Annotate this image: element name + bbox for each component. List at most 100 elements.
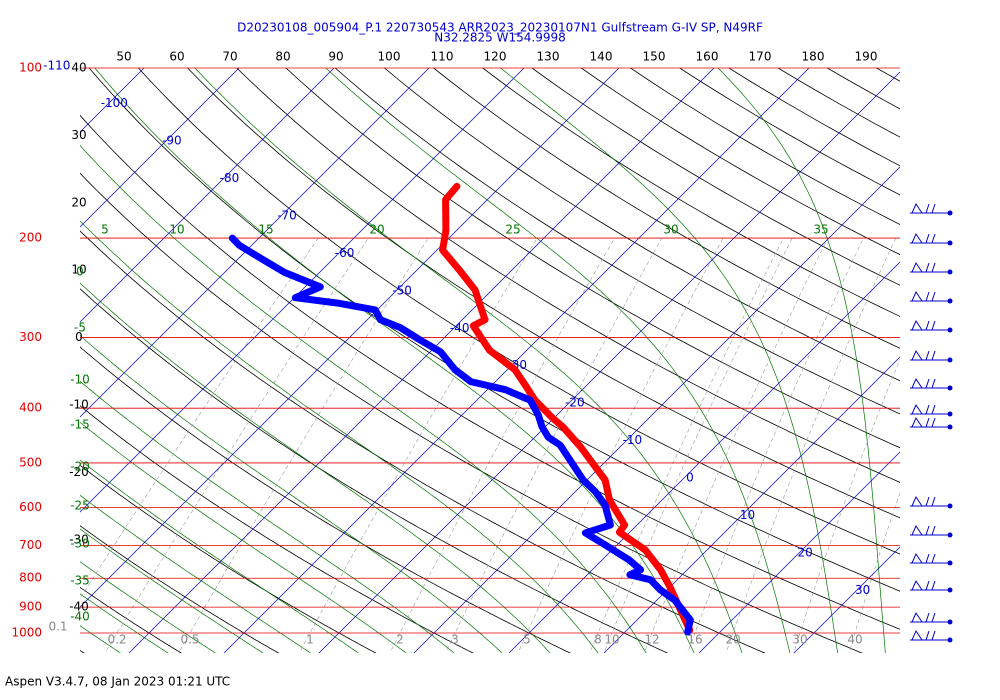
moist-adiabat: [0, 42, 78, 656]
dry-adiabat: [826, 68, 900, 110]
pressure-label: 300: [19, 330, 42, 344]
moist-adiabat: [500, 68, 838, 653]
dry-adiabat: [432, 68, 900, 349]
wind-barb-station: [947, 327, 953, 333]
dry-adiabat: [383, 68, 900, 382]
isotherm-label: -40: [450, 321, 470, 335]
wind-barb-flag: [911, 319, 936, 331]
mixing-ratio-label: 3: [451, 633, 459, 647]
moist-adiabat: [80, 593, 169, 653]
mixing-ratio-label: 5: [523, 633, 531, 647]
dry-adiabat: [80, 114, 900, 630]
moist-adiabat: [893, 42, 933, 656]
mixing-ratio-label: 0.5: [180, 633, 199, 647]
wind-barb-station: [947, 357, 953, 363]
theta-label: 180: [802, 50, 825, 64]
moist-adiabat: [80, 625, 122, 653]
theta-label: 120: [484, 50, 507, 64]
moist-adiabat: [80, 494, 312, 653]
moist-label: 35: [813, 223, 828, 237]
mixing-ratio-line: [298, 237, 538, 653]
isotherm: [80, 68, 145, 133]
pressure-label: 700: [19, 538, 42, 552]
dry-adiabat: [880, 42, 1000, 656]
wind-barb-flag: [911, 524, 936, 536]
isotherm: [793, 546, 900, 653]
mixing-ratio-line: [80, 237, 319, 599]
left-label: 30: [71, 128, 86, 142]
isotherm-label: -80: [220, 171, 240, 185]
mixing-ratio-label: 10: [604, 633, 619, 647]
moist-adiabat: [80, 528, 264, 653]
moist-adiabat: [80, 282, 551, 653]
moist-adiabat: [717, 68, 886, 653]
moist-adiabat: [194, 68, 743, 653]
wind-barb-station: [947, 210, 953, 216]
moist-label: 15: [258, 223, 273, 237]
moist-adiabat: [80, 561, 217, 653]
isotherm-label: -20: [565, 396, 585, 410]
mixing-ratio-label: 20: [725, 633, 740, 647]
isotherm-label: 10: [740, 508, 755, 522]
isotherm: [0, 68, 49, 653]
theta-label: 50: [116, 50, 131, 64]
theta-label: 70: [222, 50, 237, 64]
theta-label: 170: [749, 50, 772, 64]
theta-label: 110: [431, 50, 454, 64]
isotherm: [223, 68, 810, 653]
moist-label: -5: [74, 321, 86, 335]
wind-barb-flag: [911, 377, 936, 389]
footer: Aspen V3.4.7, 08 Jan 2023 01:21 UTC: [5, 675, 230, 689]
mixing-ratio-line: [517, 237, 724, 653]
wind-barb-flag: [911, 232, 936, 244]
moist-adiabat: [80, 220, 599, 653]
pressure-label: 500: [19, 455, 42, 469]
isotherm: [80, 68, 430, 418]
wind-barb-flag: [911, 290, 936, 302]
wind-barb-station: [947, 587, 953, 593]
mixing-ratio-label: 40: [847, 633, 862, 647]
theta-label: 190: [855, 50, 878, 64]
mixing-ratio-label: 1: [306, 633, 314, 647]
wind-barb-station: [947, 385, 953, 391]
moist-label: 5: [101, 223, 109, 237]
mixing-ratio-label: 2: [396, 633, 404, 647]
wind-barb-station: [947, 637, 953, 643]
wind-barb-flag: [911, 579, 936, 591]
wind-barb-flag: [911, 261, 936, 273]
isotherm: [318, 71, 900, 653]
mixing-ratio-line: [445, 237, 663, 653]
dry-adiabat: [236, 68, 900, 483]
pressure-label: 600: [19, 500, 42, 514]
dry-adiabat: [88, 68, 900, 592]
isotherm-label: 20: [797, 545, 812, 559]
isotherm-label: -110: [43, 59, 70, 73]
moist-adiabat: [325, 68, 791, 653]
pressure-label: 900: [19, 600, 42, 614]
dry-adiabat: [875, 68, 900, 82]
dry-adiabat: [285, 68, 900, 449]
left-label: 40: [71, 61, 86, 75]
moist-adiabat: [80, 144, 647, 653]
isotherm-label: -70: [277, 208, 297, 222]
wind-barb-flag: [911, 495, 936, 507]
mixing-ratio-line: [725, 237, 896, 653]
moist-adiabat: [80, 421, 407, 653]
theta-label: 80: [275, 50, 290, 64]
mixing-ratio-label: 30: [792, 633, 807, 647]
isotherm: [508, 261, 900, 653]
left-label: -30: [69, 532, 89, 546]
isotherm-label: -60: [335, 246, 355, 260]
moist-label: 20: [369, 223, 384, 237]
isotherm: [80, 68, 620, 608]
dry-adiabat: [80, 405, 474, 653]
dry-adiabat: [137, 68, 900, 555]
isotherm: [413, 166, 900, 653]
dry-adiabat: [777, 68, 900, 138]
moist-label: -30: [70, 537, 90, 551]
moist-label: 30: [663, 223, 678, 237]
background-lines: [0, 42, 1000, 656]
pressure-label: 100: [19, 61, 42, 75]
isotherm-label: -10: [623, 433, 643, 447]
